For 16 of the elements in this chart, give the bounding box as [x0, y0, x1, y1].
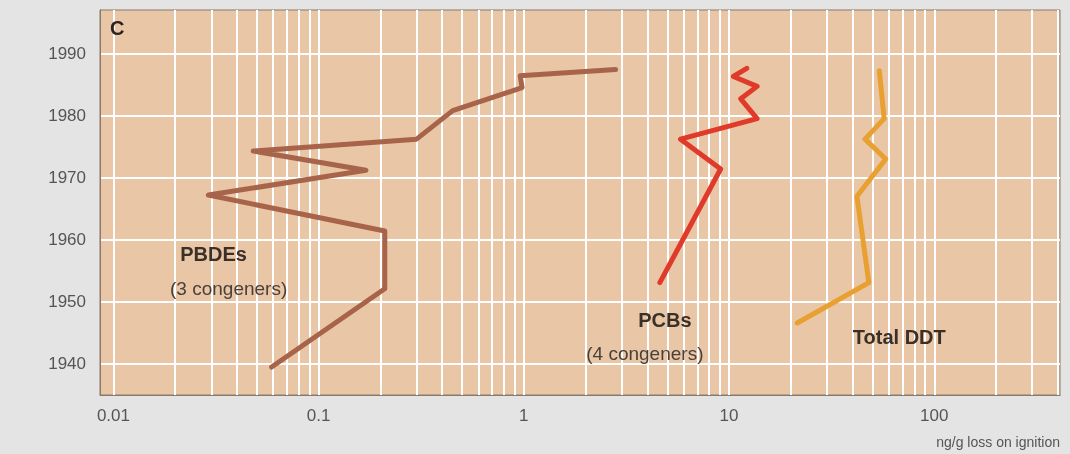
x-tick-label: 1	[519, 406, 529, 425]
annotation: C	[110, 17, 125, 39]
x-tick-label: 100	[920, 406, 949, 425]
series-label: Total DDT	[852, 325, 946, 348]
x-tick-label: 0.1	[306, 406, 331, 425]
x-tick-label: 10	[719, 406, 739, 425]
y-tick-label: 1990	[48, 43, 86, 63]
x-tick-label: 0.01	[96, 406, 130, 425]
y-tick-label: 1960	[48, 230, 86, 250]
y-tick-label: 1970	[48, 168, 86, 188]
y-tick-label: 1980	[48, 106, 86, 126]
x-axis-title: ng/g loss on ignition	[936, 434, 1060, 450]
y-tick-label: 1950	[48, 292, 86, 312]
series-label: PBDEs	[180, 243, 247, 266]
series-label: PCBs	[638, 308, 692, 331]
y-tick-label: 1940	[48, 354, 86, 374]
